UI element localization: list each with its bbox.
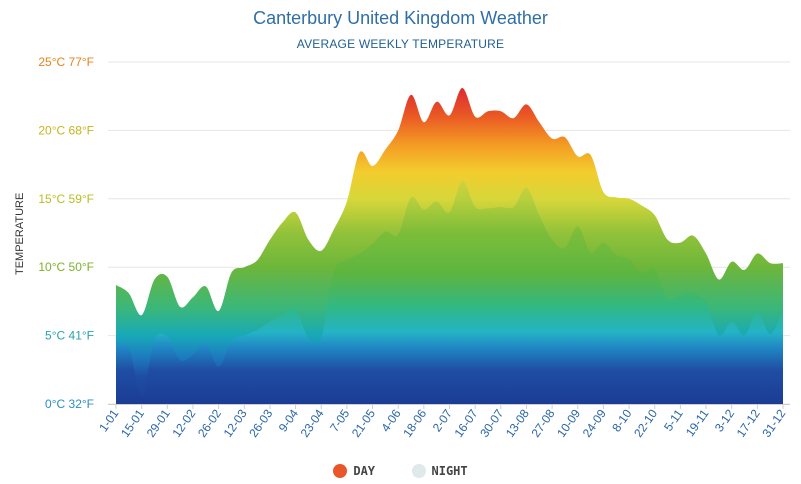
x-tick-label: 5-11 [661, 406, 686, 433]
x-tick-label: 3-12 [712, 406, 737, 434]
y-tick-label: 15°C 59°F [38, 192, 94, 206]
x-tick-label: 26-02 [195, 406, 224, 439]
x-tick-label: 7-05 [327, 406, 352, 434]
x-tick-label: 30-07 [477, 406, 506, 439]
legend-item-day[interactable]: DAY [333, 464, 375, 478]
x-tick-label: 27-08 [528, 406, 557, 439]
y-tick-label: 5°C 41°F [45, 329, 94, 343]
x-tick-label: 29-01 [144, 406, 173, 439]
x-tick-label: 21-05 [349, 406, 378, 439]
chart-title: Canterbury United Kingdom Weather [253, 8, 548, 28]
y-tick-label: 25°C 77°F [38, 55, 94, 69]
x-tick-label: 1-01 [96, 406, 121, 434]
x-tick-label: 19-11 [683, 406, 712, 439]
legend-label-night: NIGHT [431, 464, 468, 478]
x-tick-label: 12-03 [221, 406, 250, 439]
x-tick-label: 15-01 [118, 406, 147, 439]
x-tick-label: 8-10 [609, 406, 634, 434]
x-tick-label: 18-06 [400, 406, 429, 439]
legend-label-day: DAY [353, 464, 376, 478]
series-area-night [116, 180, 783, 404]
x-tick-label: 4-06 [378, 406, 403, 434]
day-legend-marker [333, 464, 348, 478]
x-tick-label: 17-12 [734, 406, 763, 439]
x-tick-label: 26-03 [246, 406, 275, 439]
x-tick-label: 10-09 [554, 406, 583, 439]
chart-subtitle: AVERAGE WEEKLY TEMPERATURE [296, 37, 505, 51]
x-tick-label: 9-04 [276, 406, 301, 434]
chart-legend: DAY NIGHT [0, 464, 801, 483]
y-tick-label: 20°C 68°F [38, 123, 94, 137]
x-tick-label: 13-08 [503, 406, 532, 439]
y-tick-label: 10°C 50°F [38, 260, 94, 274]
x-tick-label: 23-04 [298, 406, 327, 439]
x-tick-label: 16-07 [452, 406, 481, 439]
x-tick-label: 31-12 [759, 406, 788, 439]
night-legend-marker [411, 464, 426, 478]
legend-item-night[interactable]: NIGHT [411, 464, 468, 478]
x-tick-label: 22-10 [631, 406, 660, 439]
x-tick-label: 24-09 [580, 406, 609, 439]
x-tick-label: 12-02 [169, 406, 198, 439]
y-tick-label: 0°C 32°F [45, 397, 94, 411]
x-tick-label: 2-07 [430, 406, 455, 434]
